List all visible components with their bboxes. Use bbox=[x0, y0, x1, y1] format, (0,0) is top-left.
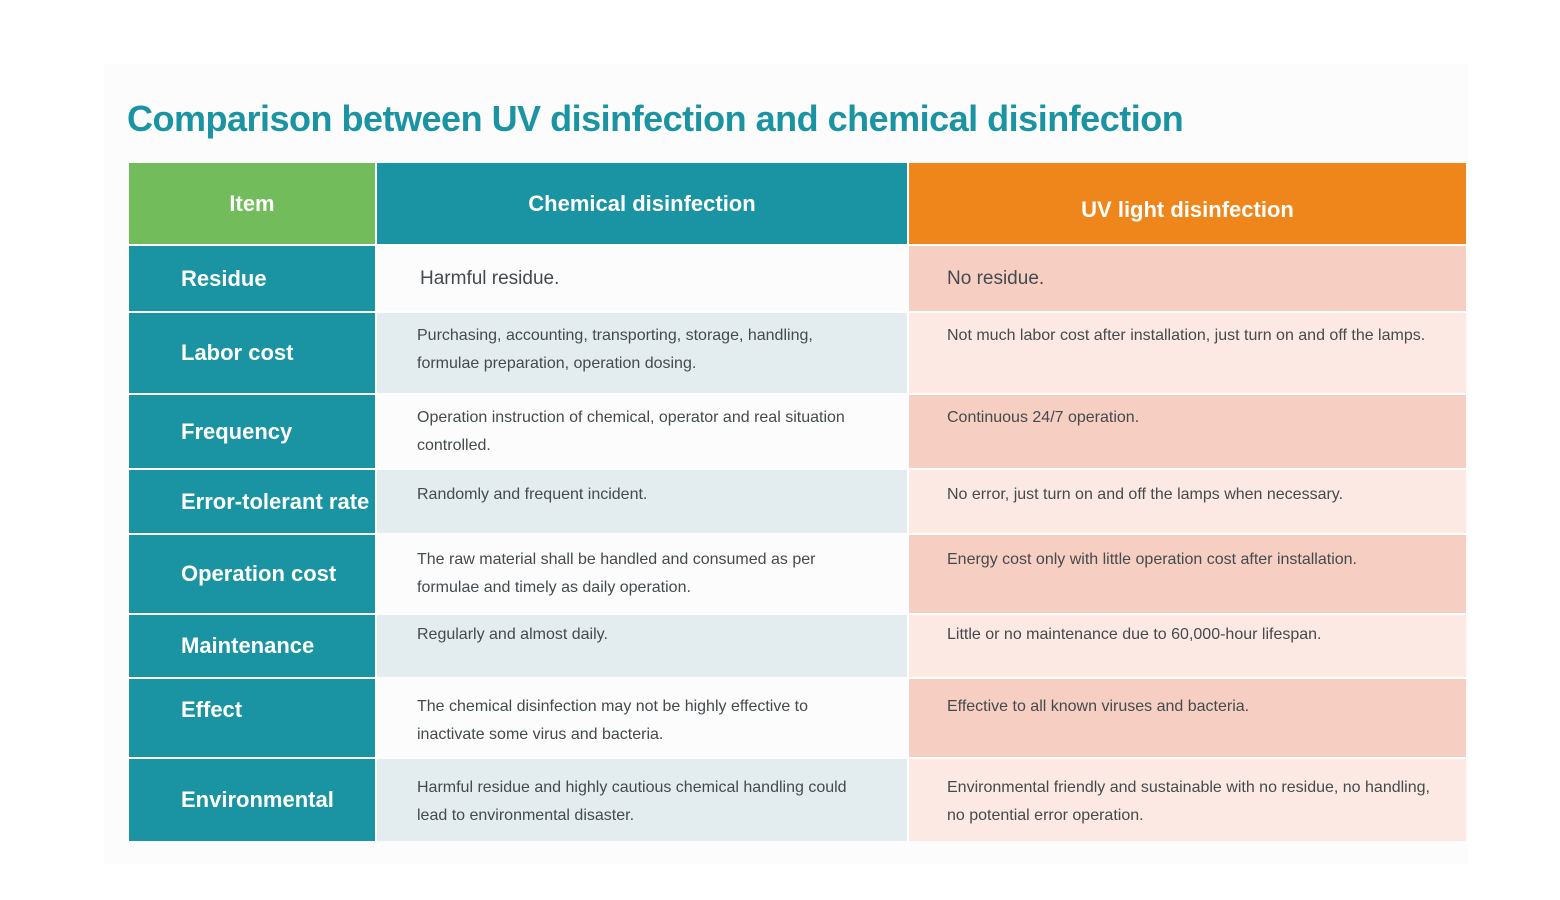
table-row: Operation cost The raw material shall be… bbox=[129, 535, 1466, 615]
chemical-cell: Harmful residue and highly cautious chem… bbox=[375, 759, 907, 841]
chemical-cell: Purchasing, accounting, transporting, st… bbox=[375, 313, 907, 393]
table-row: Error-tolerant rate Randomly and frequen… bbox=[129, 470, 1466, 535]
page-title: Comparison between UV disinfection and c… bbox=[127, 98, 1184, 139]
chemical-cell: The chemical disinfection may not be hig… bbox=[375, 679, 907, 757]
table-row: Maintenance Regularly and almost daily. … bbox=[129, 615, 1466, 679]
header-uv-light-disinfection: UV light disinfection bbox=[907, 163, 1466, 244]
row-label: Error-tolerant rate bbox=[129, 470, 375, 533]
row-label: Environmental bbox=[129, 759, 375, 841]
row-label: Maintenance bbox=[129, 615, 375, 677]
uv-cell: No residue. bbox=[907, 246, 1466, 311]
row-label: Operation cost bbox=[129, 535, 375, 613]
uv-cell: Not much labor cost after installation, … bbox=[907, 313, 1466, 393]
uv-cell: Energy cost only with little operation c… bbox=[907, 535, 1466, 613]
table-row: Environmental Harmful residue and highly… bbox=[129, 759, 1466, 841]
uv-cell: Little or no maintenance due to 60,000-h… bbox=[907, 615, 1466, 677]
chemical-cell: Harmful residue. bbox=[375, 246, 907, 311]
comparison-table: Item Chemical disinfection UV light disi… bbox=[129, 163, 1466, 841]
table-row: Residue Harmful residue. No residue. bbox=[129, 246, 1466, 313]
chemical-cell: Regularly and almost daily. bbox=[375, 615, 907, 677]
row-label: Effect bbox=[129, 679, 375, 757]
uv-cell: No error, just turn on and off the lamps… bbox=[907, 470, 1466, 533]
table-row: Effect The chemical disinfection may not… bbox=[129, 679, 1466, 759]
uv-cell: Continuous 24/7 operation. bbox=[907, 395, 1466, 468]
row-label: Frequency bbox=[129, 395, 375, 468]
chemical-cell: Operation instruction of chemical, opera… bbox=[375, 395, 907, 468]
uv-cell: Effective to all known viruses and bacte… bbox=[907, 679, 1466, 757]
table-row: Frequency Operation instruction of chemi… bbox=[129, 395, 1466, 470]
row-label: Residue bbox=[129, 246, 375, 311]
table-row: Labor cost Purchasing, accounting, trans… bbox=[129, 313, 1466, 395]
header-item: Item bbox=[129, 163, 375, 244]
chemical-cell: Randomly and frequent incident. bbox=[375, 470, 907, 533]
table-header-row: Item Chemical disinfection UV light disi… bbox=[129, 163, 1466, 246]
chemical-cell: The raw material shall be handled and co… bbox=[375, 535, 907, 613]
header-chemical-disinfection: Chemical disinfection bbox=[375, 163, 907, 244]
row-label: Labor cost bbox=[129, 313, 375, 393]
uv-cell: Environmental friendly and sustainable w… bbox=[907, 759, 1466, 841]
